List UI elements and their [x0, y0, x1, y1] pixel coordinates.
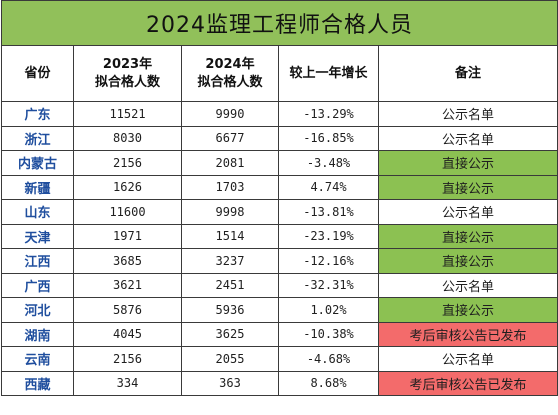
province-cell: 内蒙古	[1, 150, 74, 176]
header-2024-year: 2024年	[205, 56, 255, 72]
table-row: 云南 2156 2055 -4.68% 公示名单	[1, 346, 558, 372]
count-2023-cell: 4045	[73, 321, 182, 347]
note-cell: 考后审核公告已发布	[377, 370, 558, 396]
count-2023-cell: 2156	[73, 150, 182, 176]
province-cell: 广西	[1, 272, 74, 298]
province-cell: 江西	[1, 248, 74, 274]
count-2023-cell: 8030	[73, 125, 182, 151]
count-2024-cell: 2055	[181, 346, 279, 372]
count-2024-cell: 9998	[181, 199, 279, 225]
count-2024-cell: 5936	[181, 297, 279, 323]
count-2023-cell: 2156	[73, 346, 182, 372]
count-2023-cell: 1971	[73, 223, 182, 249]
note-cell: 直接公示	[377, 248, 558, 274]
header-2023-label: 拟合格人数	[94, 74, 160, 90]
count-2023-cell: 3685	[73, 248, 182, 274]
count-2024-cell: 2451	[181, 272, 279, 298]
header-2024: 2024年 拟合格人数	[181, 45, 279, 102]
growth-cell: -23.19%	[278, 223, 379, 249]
table-row: 新疆 1626 1703 4.74% 直接公示	[1, 174, 558, 200]
table-row: 天津 1971 1514 -23.19% 直接公示	[1, 223, 558, 249]
table-row: 广西 3621 2451 -32.31% 公示名单	[1, 272, 558, 298]
header-2024-label: 拟合格人数	[197, 74, 263, 90]
table-row: 广东 11521 9990 -13.29% 公示名单	[1, 101, 558, 127]
note-cell: 公示名单	[377, 101, 558, 127]
province-cell: 浙江	[1, 125, 74, 151]
count-2023-cell: 11600	[73, 199, 182, 225]
province-cell: 新疆	[1, 174, 74, 200]
count-2024-cell: 3237	[181, 248, 279, 274]
province-cell: 天津	[1, 223, 74, 249]
growth-cell: 1.02%	[278, 297, 379, 323]
count-2023-cell: 5876	[73, 297, 182, 323]
header-row: 省份 2023年 拟合格人数 2024年 拟合格人数 较上一年增长 备注	[1, 45, 558, 102]
qualified-personnel-table: 2024监理工程师合格人员 省份 2023年 拟合格人数 2024年 拟合格人数…	[0, 0, 558, 396]
growth-cell: 4.74%	[278, 174, 379, 200]
header-province: 省份	[1, 45, 74, 102]
growth-cell: -4.68%	[278, 346, 379, 372]
growth-cell: -13.29%	[278, 101, 379, 127]
growth-cell: -10.38%	[278, 321, 379, 347]
table-body: 广东 11521 9990 -13.29% 公示名单 浙江 8030 6677 -16.85% 公…	[1, 101, 558, 396]
note-cell: 直接公示	[377, 174, 558, 200]
count-2024-cell: 2081	[181, 150, 279, 176]
count-2024-cell: 1703	[181, 174, 279, 200]
count-2024-cell: 6677	[181, 125, 279, 151]
growth-cell: 8.68%	[278, 370, 379, 396]
province-cell: 山东	[1, 199, 74, 225]
table-row: 山东 11600 9998 -13.81% 公示名单	[1, 199, 558, 225]
count-2024-cell: 9990	[181, 101, 279, 127]
header-growth: 较上一年增长	[278, 45, 379, 102]
note-cell: 公示名单	[377, 346, 558, 372]
header-note: 备注	[377, 45, 558, 102]
count-2023-cell: 334	[73, 370, 182, 396]
count-2023-cell: 1626	[73, 174, 182, 200]
province-cell: 湖南	[1, 321, 74, 347]
count-2024-cell: 3625	[181, 321, 279, 347]
header-2023: 2023年 拟合格人数	[73, 45, 182, 102]
count-2024-cell: 1514	[181, 223, 279, 249]
note-cell: 直接公示	[377, 223, 558, 249]
count-2023-cell: 3621	[73, 272, 182, 298]
table-row: 江西 3685 3237 -12.16% 直接公示	[1, 248, 558, 274]
growth-cell: -3.48%	[278, 150, 379, 176]
table-title: 2024监理工程师合格人员	[0, 0, 558, 46]
count-2023-cell: 11521	[73, 101, 182, 127]
table-row: 河北 5876 5936 1.02% 直接公示	[1, 297, 558, 323]
province-cell: 河北	[1, 297, 74, 323]
count-2024-cell: 363	[181, 370, 279, 396]
table-row: 湖南 4045 3625 -10.38% 考后审核公告已发布	[1, 321, 558, 347]
table-row: 西藏 334 363 8.68% 考后审核公告已发布	[1, 370, 558, 396]
note-cell: 公示名单	[377, 272, 558, 298]
table-row: 浙江 8030 6677 -16.85% 公示名单	[1, 125, 558, 151]
note-cell: 直接公示	[377, 150, 558, 176]
growth-cell: -32.31%	[278, 272, 379, 298]
header-2023-year: 2023年	[102, 56, 153, 72]
province-cell: 云南	[1, 346, 74, 372]
note-cell: 考后审核公告已发布	[377, 321, 558, 347]
note-cell: 公示名单	[377, 125, 558, 151]
table-row: 内蒙古 2156 2081 -3.48% 直接公示	[1, 150, 558, 176]
growth-cell: -13.81%	[278, 199, 379, 225]
province-cell: 西藏	[1, 370, 74, 396]
growth-cell: -16.85%	[278, 125, 379, 151]
province-cell: 广东	[1, 101, 74, 127]
note-cell: 公示名单	[377, 199, 558, 225]
growth-cell: -12.16%	[278, 248, 379, 274]
note-cell: 直接公示	[377, 297, 558, 323]
